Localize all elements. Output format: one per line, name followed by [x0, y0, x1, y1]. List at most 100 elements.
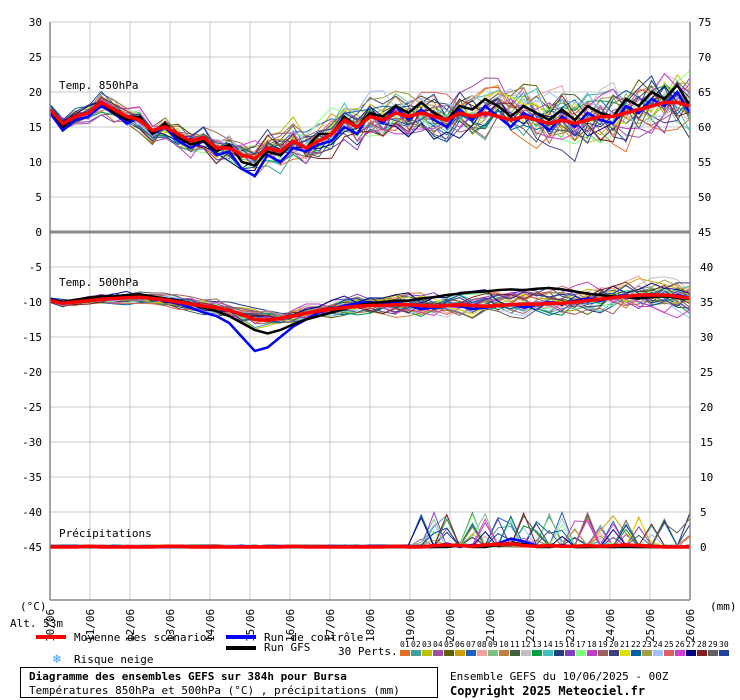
- perturbation-swatch: [466, 650, 476, 656]
- x-tick-label: 21/06: [484, 609, 497, 642]
- left-tick-label: -35: [22, 471, 42, 484]
- legend-gfs-label: Run GFS: [264, 641, 310, 654]
- perturbation-swatch: [488, 650, 498, 656]
- perturbation-swatch: [587, 650, 597, 656]
- perturbation-number: 11: [510, 640, 520, 649]
- left-tick-label: 5: [35, 191, 42, 204]
- right-axis-unit: (mm): [710, 600, 737, 613]
- main-series-lines: [48, 82, 692, 549]
- perturbation-swatch: [400, 650, 410, 656]
- perturbation-swatch: [532, 650, 542, 656]
- run-info: Ensemble GEFS du 10/06/2025 - 00Z: [450, 670, 669, 683]
- legend-mean-label: Moyenne des scénarios: [74, 631, 213, 644]
- perturbation-number: 30: [719, 640, 729, 649]
- x-tick-label: 10/06: [44, 609, 57, 642]
- left-tick-label: -5: [29, 261, 42, 274]
- perturbation-number: 20: [609, 640, 619, 649]
- x-tick-label: 13/06: [164, 609, 177, 642]
- right-tick-label-upper: 70: [698, 51, 711, 64]
- legend-control-label: Run de contrôle: [264, 631, 363, 644]
- x-tick-label: 18/06: [364, 609, 377, 642]
- perturbation-number: 08: [477, 640, 487, 649]
- x-tick-label: 14/06: [204, 609, 217, 642]
- perturbation-number: 04: [433, 640, 443, 649]
- panel-label-500: Temp. 500hPa: [59, 276, 138, 289]
- copyright: Copyright 2025 Meteociel.fr: [450, 684, 646, 698]
- perturbation-number: 05: [444, 640, 454, 649]
- perturbation-number: 01: [400, 640, 410, 649]
- chart-subtitle: Températures 850hPa et 500hPa (°C) , pré…: [29, 684, 400, 697]
- right-tick-label-lower: 35: [700, 296, 713, 309]
- perturbation-swatch: [444, 650, 454, 656]
- perturbation-number: 23: [642, 640, 652, 649]
- right-tick-label-lower: 0: [700, 541, 707, 554]
- perturbation-swatch: [455, 650, 465, 656]
- left-tick-label: -15: [22, 331, 42, 344]
- perturbation-swatch: [719, 650, 729, 656]
- x-tick-label: 15/06: [244, 609, 257, 642]
- perturbation-number: 26: [675, 640, 685, 649]
- perturbation-number: 18: [587, 640, 597, 649]
- x-tick-label: 24/06: [604, 609, 617, 642]
- x-tick-label: 17/06: [324, 609, 337, 642]
- right-tick-label-lower: 20: [700, 401, 713, 414]
- perturbation-swatch: [697, 650, 707, 656]
- panel-label-850: Temp. 850hPa: [59, 79, 138, 92]
- perturbation-line-850: [49, 79, 691, 152]
- perturbation-swatch: [642, 650, 652, 656]
- perturbation-swatch: [708, 650, 718, 656]
- perturbation-swatch: [620, 650, 630, 656]
- perturbation-swatch: [543, 650, 553, 656]
- perturbation-swatch: [477, 650, 487, 656]
- perturbation-number: 19: [598, 640, 608, 649]
- perturbation-swatch: [664, 650, 674, 656]
- perturbation-number: 03: [422, 640, 432, 649]
- x-tick-label: 25/06: [644, 609, 657, 642]
- perturbation-number: 15: [554, 640, 564, 649]
- left-tick-label: -10: [22, 296, 42, 309]
- left-tick-label: -25: [22, 401, 42, 414]
- title-box: Diagramme des ensembles GEFS sur 384h po…: [20, 667, 438, 698]
- snowflake-icon: ❄: [52, 652, 61, 667]
- perturbation-swatch: [631, 650, 641, 656]
- perturbation-line-850: [49, 91, 691, 155]
- chart-title: Diagramme des ensembles GEFS sur 384h po…: [29, 670, 347, 683]
- perturbation-number: 17: [576, 640, 586, 649]
- perturbation-swatch: [609, 650, 619, 656]
- left-axis-ticks: 30 25 20 15 10 5 0 -5 -10 -15 -20 -25 -30 -35 -40 -45: [22, 16, 42, 554]
- right-tick-label-lower: 5: [700, 506, 707, 519]
- perturbation-swatch: [499, 650, 509, 656]
- left-tick-label: -20: [22, 366, 42, 379]
- perturbation-swatch: [686, 650, 696, 656]
- right-tick-label-lower: 30: [700, 331, 713, 344]
- left-tick-label: 0: [35, 226, 42, 239]
- x-tick-label: 22/06: [524, 609, 537, 642]
- series-line-precip: [50, 541, 690, 549]
- right-tick-label-lower: 10: [700, 471, 713, 484]
- perturbation-number: 28: [697, 640, 707, 649]
- series-line-850: [48, 100, 691, 161]
- perturbation-swatch: [576, 650, 586, 656]
- perturbation-number: 21: [620, 640, 630, 649]
- perturbation-number: 22: [631, 640, 641, 649]
- x-tick-label: 26/06: [684, 609, 697, 642]
- x-tick-label: 12/06: [124, 609, 137, 642]
- perturbation-swatch: [598, 650, 608, 656]
- x-tick-label: 19/06: [404, 609, 417, 642]
- left-axis-unit: (°C): [20, 600, 47, 613]
- perturbation-number: 14: [543, 640, 553, 649]
- perturbation-swatch: [510, 650, 520, 656]
- perturbation-swatch: [554, 650, 564, 656]
- legend-snow-label: Risque neige: [74, 653, 153, 666]
- perturbation-number: 10: [499, 640, 509, 649]
- right-tick-label-upper: 75: [698, 16, 711, 29]
- perturbations-label: 30 Perts.: [338, 645, 398, 658]
- right-tick-label-lower: 25: [700, 366, 713, 379]
- panel-label-precip: Précipitations: [59, 527, 152, 540]
- series-line-500: [49, 286, 691, 335]
- perturbation-line-500: [49, 285, 691, 317]
- x-axis-ticks: 10/06 11/06 12/06 13/06 14/06 15/06 16/06 17/06…: [44, 609, 697, 642]
- right-tick-label-upper: 50: [698, 191, 711, 204]
- right-tick-label-upper: 65: [698, 86, 711, 99]
